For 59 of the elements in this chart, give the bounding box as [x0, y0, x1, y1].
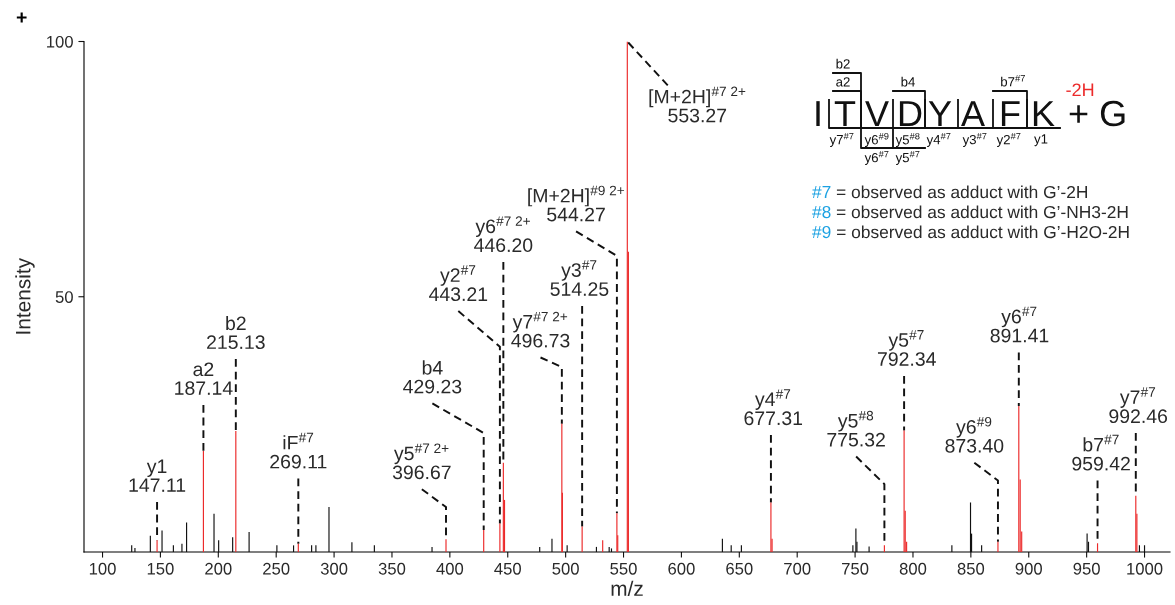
x-tick-label: 350 — [378, 562, 406, 575]
annotation: b2 215.13 — [207, 315, 265, 350]
annotation: b7$^{#7}$ 959.42 — [1072, 434, 1130, 471]
x-tick-label: 950 — [1073, 562, 1100, 575]
annotation: y5$^{#8}$ — [895, 132, 920, 148]
annotation: [M+2H]$^{#7 2+}$ 553.27 — [649, 86, 746, 123]
annotation: y3$^{#7}$ 514.25 — [550, 260, 609, 296]
annotation: y1 147.11 — [129, 459, 186, 492]
x-tick-label: 900 — [1015, 562, 1042, 575]
x-tick-label: 550 — [610, 562, 637, 575]
annotation: b2 — [836, 58, 850, 69]
annotation: #8 = observed as adduct with G’-NH3-2H — [812, 205, 1128, 219]
annotation: b7$^{#7}$ — [1001, 75, 1025, 87]
annotation: -2H — [1066, 83, 1094, 96]
annotation: y6$^{#9}$ 873.40 — [945, 416, 1004, 453]
annotation: y6$^{#7 2+}$ 446.20 — [474, 216, 533, 253]
annotation: + G — [1069, 100, 1125, 127]
annotation: #9 = observed as adduct with G’-H2O-2H — [812, 225, 1129, 239]
annotation: y3$^{#7}$ — [962, 132, 987, 147]
annotation: b4 — [901, 76, 915, 87]
x-axis-title: m/z — [611, 580, 643, 597]
x-tick-label: 200 — [205, 562, 232, 575]
annotation: y2$^{#7}$ — [996, 132, 1021, 147]
annotation: #7 = observed as adduct with G’-2H — [812, 185, 1087, 199]
annotation: y4$^{#7}$ 677.31 — [744, 389, 803, 426]
x-tick-label: 600 — [668, 562, 695, 575]
annotation: y1 — [1034, 134, 1048, 147]
y-tick-label: 50 — [55, 291, 73, 303]
annotation: y4$^{#7}$ — [926, 132, 951, 147]
x-tick-label: 850 — [957, 562, 985, 575]
x-tick-label: 150 — [147, 562, 174, 575]
x-tick-label: 800 — [899, 562, 927, 575]
x-tick-label: 1000 — [1127, 562, 1163, 575]
y-axis-title: Intensity — [15, 257, 35, 334]
annotation: y5$^{#7}$ — [895, 150, 920, 165]
annotation: y5$^{#7}$ 792.34 — [877, 330, 936, 366]
annotation: y6$^{#7}$ 891.41 — [990, 306, 1049, 343]
annotation: y5$^{#8}$ 775.32 — [827, 410, 885, 447]
annotation: y7$^{#7}$ 992.46 — [1109, 387, 1168, 424]
x-tick-label: 250 — [263, 562, 290, 575]
annotation: y6$^{#7}$ — [864, 150, 889, 165]
x-tick-label: 500 — [552, 562, 579, 575]
text: + — [16, 12, 27, 23]
annotation: iF$^{#7}$ 269.11 — [270, 432, 327, 469]
annotation: y7$^{#7}$ — [829, 132, 854, 147]
annotation: y6$^{#9}$ — [864, 132, 889, 148]
x-tick-label: 400 — [436, 562, 464, 575]
x-tick-label: 300 — [320, 562, 348, 575]
x-tick-label: 650 — [726, 562, 753, 575]
annotation: b4 429.23 — [403, 360, 462, 394]
annotation: a2 — [836, 77, 850, 87]
annotation: y7$^{#7 2+}$ 496.73 — [511, 311, 570, 348]
x-tick-label: 450 — [494, 562, 521, 575]
x-tick-label: 750 — [842, 562, 869, 575]
x-tick-label: 100 — [89, 562, 116, 575]
x-tick-label: 700 — [784, 562, 811, 575]
annotation: y5$^{#7 2+}$ 396.67 — [392, 443, 451, 480]
annotation: y2$^{#7}$ 443.21 — [429, 265, 488, 302]
annotation: a2 187.14 — [175, 362, 233, 396]
